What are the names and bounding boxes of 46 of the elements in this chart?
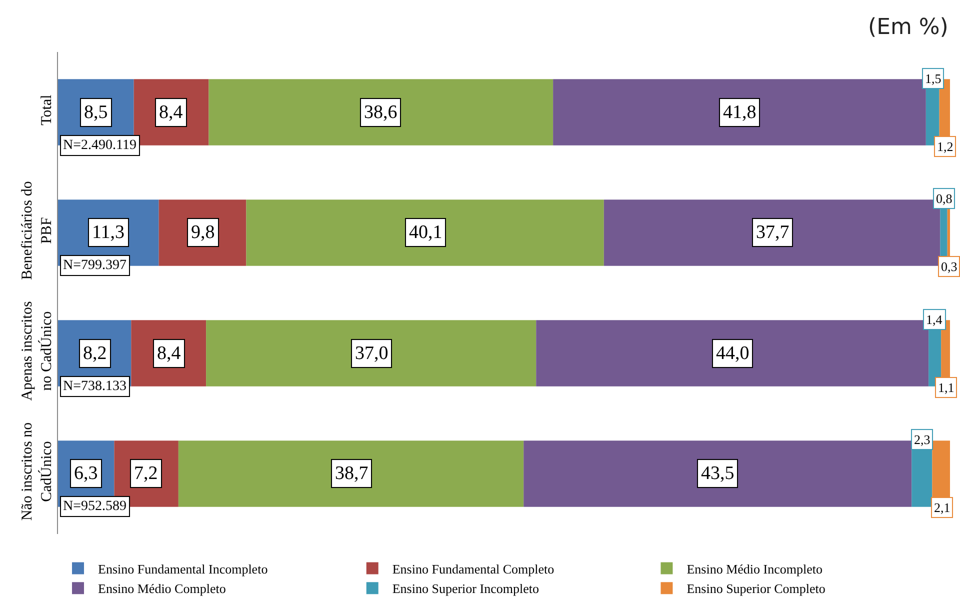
- data-label: 43,5: [701, 463, 734, 484]
- data-label: 11,3: [92, 222, 125, 243]
- annotation: N=738.133: [63, 379, 127, 394]
- data-label: 41,8: [723, 102, 756, 123]
- annotation: N=799.397: [63, 258, 127, 273]
- data-label: 38,7: [335, 463, 368, 484]
- legend-label: Ensino Fundamental Incompleto: [98, 561, 268, 576]
- data-label: 8,2: [83, 343, 107, 364]
- bar: [178, 440, 524, 507]
- data-label: 7,2: [134, 463, 158, 484]
- bar: [536, 320, 929, 386]
- legend-label: Ensino Médio Completo: [98, 581, 226, 596]
- annotation: N=952.589: [63, 499, 127, 514]
- data-label: 0,3: [941, 259, 958, 274]
- bar: [553, 79, 926, 146]
- bar: [524, 440, 912, 507]
- data-label: 37,0: [355, 343, 388, 364]
- legend-label: Ensino Médio Incompleto: [686, 561, 822, 576]
- y-tick-label: Não inscritos no CadÚnico: [20, 422, 55, 521]
- text: (Em %): [868, 15, 948, 40]
- data-label: 1,1: [938, 380, 954, 395]
- y-tick-label: Beneficiários do PBF: [20, 181, 55, 280]
- y-tick-label: Apenas inscritos no CadÚnico: [20, 301, 55, 401]
- y-tick-label: Total: [39, 94, 55, 126]
- data-label: 37,7: [756, 222, 790, 243]
- data-label: 40,1: [409, 222, 442, 243]
- data-label: 1,5: [925, 71, 942, 86]
- annotation: N=2.490.119: [63, 138, 136, 153]
- data-label: 38,6: [364, 102, 398, 123]
- data-label: 8,4: [157, 343, 182, 364]
- data-label: 1,4: [926, 312, 943, 327]
- bar: [208, 79, 554, 146]
- data-label: 1,2: [937, 139, 954, 154]
- legend-label: Ensino Fundamental Completo: [392, 561, 554, 576]
- data-label: 2,1: [934, 500, 950, 515]
- bar: [206, 320, 536, 386]
- bar: [246, 200, 604, 266]
- data-label: 44,0: [716, 343, 750, 364]
- data-label: 0,8: [936, 191, 952, 206]
- data-label: 9,8: [191, 222, 215, 243]
- data-label: 8,4: [159, 102, 184, 123]
- data-label: 2,3: [914, 432, 930, 447]
- legend-label: Ensino Superior Incompleto: [392, 581, 539, 596]
- data-label: 6,3: [74, 463, 98, 484]
- legend-label: Ensino Superior Completo: [686, 581, 826, 596]
- data-label: 8,5: [84, 102, 108, 123]
